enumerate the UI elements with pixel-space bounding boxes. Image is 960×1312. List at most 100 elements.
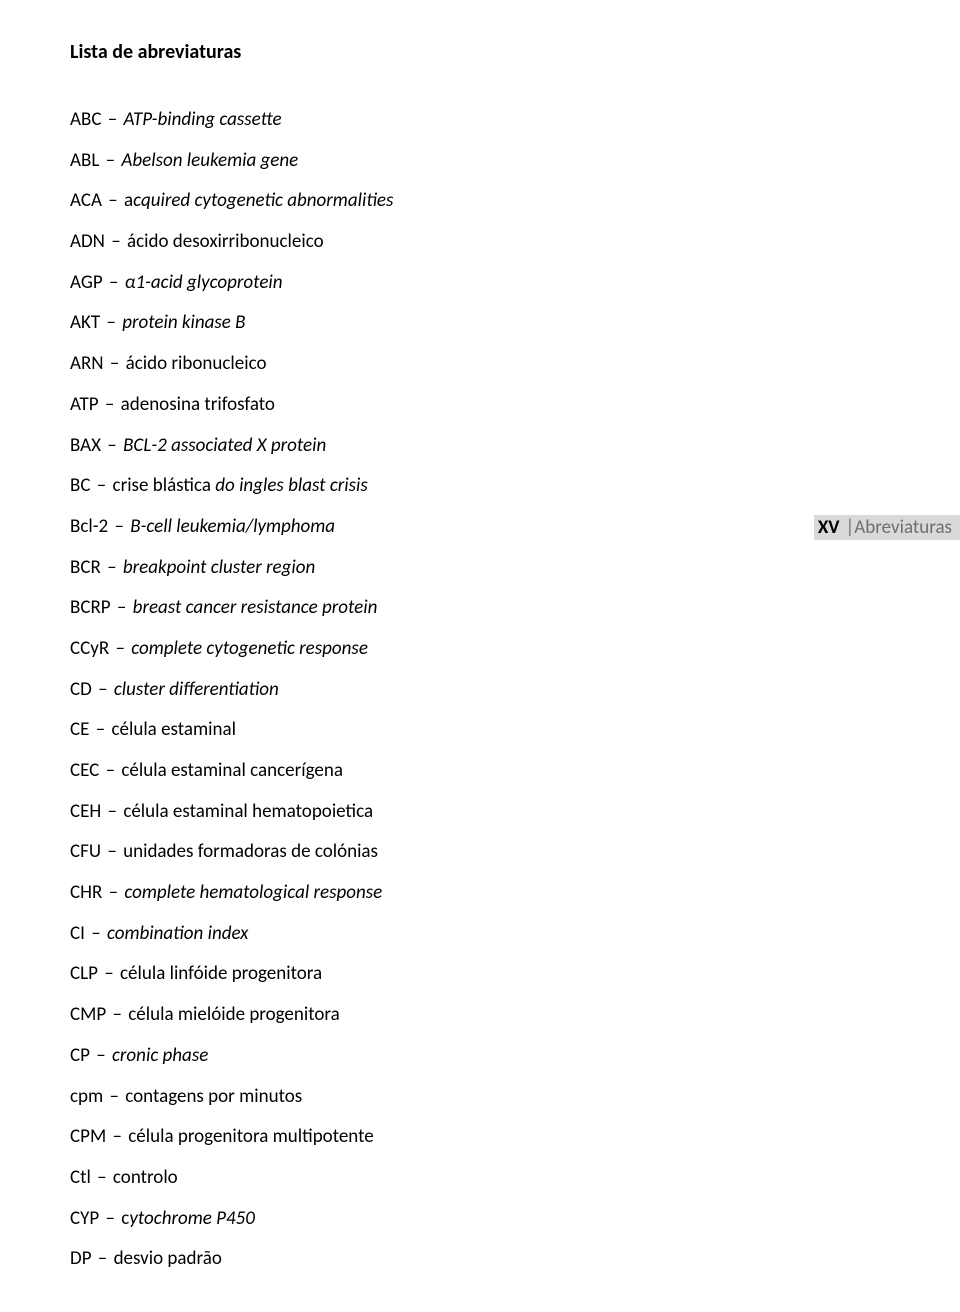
- separator-dash: –: [99, 149, 121, 172]
- abbreviation-entry: DP – desvio padrão: [70, 1247, 890, 1272]
- abbreviation-entry: CD – cluster differentiation: [70, 678, 890, 703]
- separator-dash: –: [106, 1003, 128, 1026]
- section-label: |Abreviaturas: [846, 516, 952, 539]
- abbreviation-entry: Bcl-2 – B-cell leukemia/lymphoma: [70, 515, 890, 540]
- abbreviation-entry: CHR – complete hematological response: [70, 881, 890, 906]
- separator-dash: –: [106, 1125, 128, 1148]
- abbreviation-term: Ctl: [70, 1166, 91, 1189]
- separator-dash: –: [101, 840, 123, 863]
- abbreviation-definition: complete hematological response: [124, 881, 382, 904]
- abbreviation-term: BAX: [70, 434, 101, 457]
- abbreviation-entry: ABC – ATP-binding cassette: [70, 108, 890, 133]
- abbreviation-entry: CI – combination index: [70, 922, 890, 947]
- abbreviation-entry: CEC – célula estaminal cancerígena: [70, 759, 890, 784]
- abbreviation-term: CEH: [70, 800, 101, 823]
- abbreviation-definition: unidades formadoras de colónias: [123, 840, 378, 863]
- abbreviation-entry: ADN – ácido desoxirribonucleico: [70, 230, 890, 255]
- separator-dash: –: [101, 556, 123, 579]
- separator-dash: –: [102, 881, 124, 904]
- abbreviation-definition: ácido desoxirribonucleico: [127, 230, 324, 253]
- abbreviation-entry: BC – crise blástica do ingles blast cris…: [70, 474, 890, 499]
- abbreviation-entry: AKT – protein kinase B: [70, 311, 890, 336]
- abbreviation-definition: célula linfóide progenitora: [120, 962, 322, 985]
- abbreviation-entry: ABL – Abelson leukemia gene: [70, 149, 890, 174]
- separator-dash: –: [101, 800, 123, 823]
- abbreviation-entry: CYP – cytochrome P450: [70, 1207, 890, 1232]
- abbreviation-entry: CP – cronic phase: [70, 1044, 890, 1069]
- abbreviation-term: CHR: [70, 881, 102, 904]
- abbreviation-term: BCRP: [70, 596, 111, 619]
- abbreviation-definition: célula mielóide progenitora: [128, 1003, 340, 1026]
- abbreviation-entry: BCR – breakpoint cluster region: [70, 556, 890, 581]
- abbreviation-definition: célula estaminal hematopoietica: [123, 800, 373, 823]
- abbreviation-definition: célula estaminal cancerígena: [121, 759, 343, 782]
- separator-dash: –: [90, 1044, 112, 1067]
- abbreviation-entry: BCRP – breast cancer resistance protein: [70, 596, 890, 621]
- separator-dash: –: [105, 230, 127, 253]
- abbreviation-term: ATP: [70, 393, 99, 416]
- separator-dash: –: [101, 108, 123, 131]
- page-number: XV: [818, 516, 840, 539]
- abbreviation-entry: CCyR – complete cytogenetic response: [70, 637, 890, 662]
- abbreviation-definition: breakpoint cluster region: [123, 556, 315, 579]
- separator-dash: –: [89, 718, 111, 741]
- abbreviation-definition: ATP-binding cassette: [124, 108, 282, 131]
- abbreviation-entry: CFU – unidades formadoras de colónias: [70, 840, 890, 865]
- abbreviation-term: CI: [70, 922, 85, 945]
- document-page: Lista de abreviaturas ABC – ATP-binding …: [0, 0, 960, 1312]
- abbreviation-definition: adenosina trifosfato: [121, 393, 275, 416]
- abbreviation-definition: Abelson leukemia gene: [121, 149, 298, 172]
- abbreviation-term: ACA: [70, 189, 102, 212]
- abbreviation-term: AKT: [70, 311, 100, 334]
- abbreviation-term: CCyR: [70, 637, 109, 660]
- abbreviation-definition-italic: do ingles blast crisis: [215, 474, 368, 497]
- separator-dash: –: [99, 1207, 121, 1230]
- abbreviation-entry: cpm – contagens por minutos: [70, 1085, 890, 1110]
- abbreviation-entry: BAX – BCL-2 associated X protein: [70, 434, 890, 459]
- abbreviation-term: CEC: [70, 759, 99, 782]
- abbreviation-definition: α1-acid glycoprotein: [125, 271, 283, 294]
- separator-dash: –: [90, 474, 112, 497]
- abbreviation-entry: CE – célula estaminal: [70, 718, 890, 743]
- page-margin-tag: XV |Abreviaturas: [814, 515, 960, 540]
- abbreviation-definition: célula progenitora multipotente: [128, 1125, 373, 1148]
- abbreviation-definition: célula estaminal: [111, 718, 235, 741]
- separator-dash: –: [111, 596, 133, 619]
- abbreviation-definition: cronic phase: [112, 1044, 208, 1067]
- separator-dash: –: [101, 434, 123, 457]
- abbreviation-definition: contagens por minutos: [125, 1085, 302, 1108]
- separator-dash: –: [99, 759, 121, 782]
- abbreviation-entry: CEH – célula estaminal hematopoietica: [70, 800, 890, 825]
- abbreviation-definition: cquired cytogenetic abnormalities: [133, 189, 393, 212]
- abbreviation-definition: ytochrome P450: [129, 1207, 255, 1230]
- abbreviation-term: BC: [70, 474, 90, 497]
- abbreviation-definition: breast cancer resistance protein: [133, 596, 378, 619]
- abbreviation-term: CFU: [70, 840, 101, 863]
- separator-dash: –: [104, 352, 126, 375]
- abbreviation-definition: protein kinase B: [122, 311, 245, 334]
- separator-dash: –: [92, 1247, 114, 1270]
- separator-dash: –: [100, 311, 122, 334]
- abbreviation-definition: complete cytogenetic response: [131, 637, 368, 660]
- abbreviation-term: Bcl-2: [70, 515, 108, 538]
- abbreviation-definition: crise blástica: [113, 474, 216, 497]
- separator-dash: –: [109, 637, 131, 660]
- abbreviation-term: ABC: [70, 108, 101, 131]
- separator-dash: –: [98, 962, 120, 985]
- abbreviation-entry: CMP – célula mielóide progenitora: [70, 1003, 890, 1028]
- abbreviation-term: AGP: [70, 271, 103, 294]
- abbreviation-list: ABC – ATP-binding cassette ABL – Abelson …: [70, 108, 890, 1272]
- abbreviation-definition: combination index: [107, 922, 248, 945]
- abbreviation-term: DP: [70, 1247, 92, 1270]
- abbreviation-term: CMP: [70, 1003, 106, 1026]
- abbreviation-term: CYP: [70, 1207, 99, 1230]
- abbreviation-entry: CPM – célula progenitora multipotente: [70, 1125, 890, 1150]
- separator-dash: –: [92, 678, 114, 701]
- abbreviation-definition: cluster differentiation: [114, 678, 279, 701]
- abbreviation-term: CLP: [70, 962, 98, 985]
- abbreviation-term: ABL: [70, 149, 99, 172]
- abbreviation-entry: CLP – célula linfóide progenitora: [70, 962, 890, 987]
- separator-dash: –: [103, 271, 125, 294]
- abbreviation-term: CPM: [70, 1125, 106, 1148]
- abbreviation-definition: desvio padrão: [114, 1247, 222, 1270]
